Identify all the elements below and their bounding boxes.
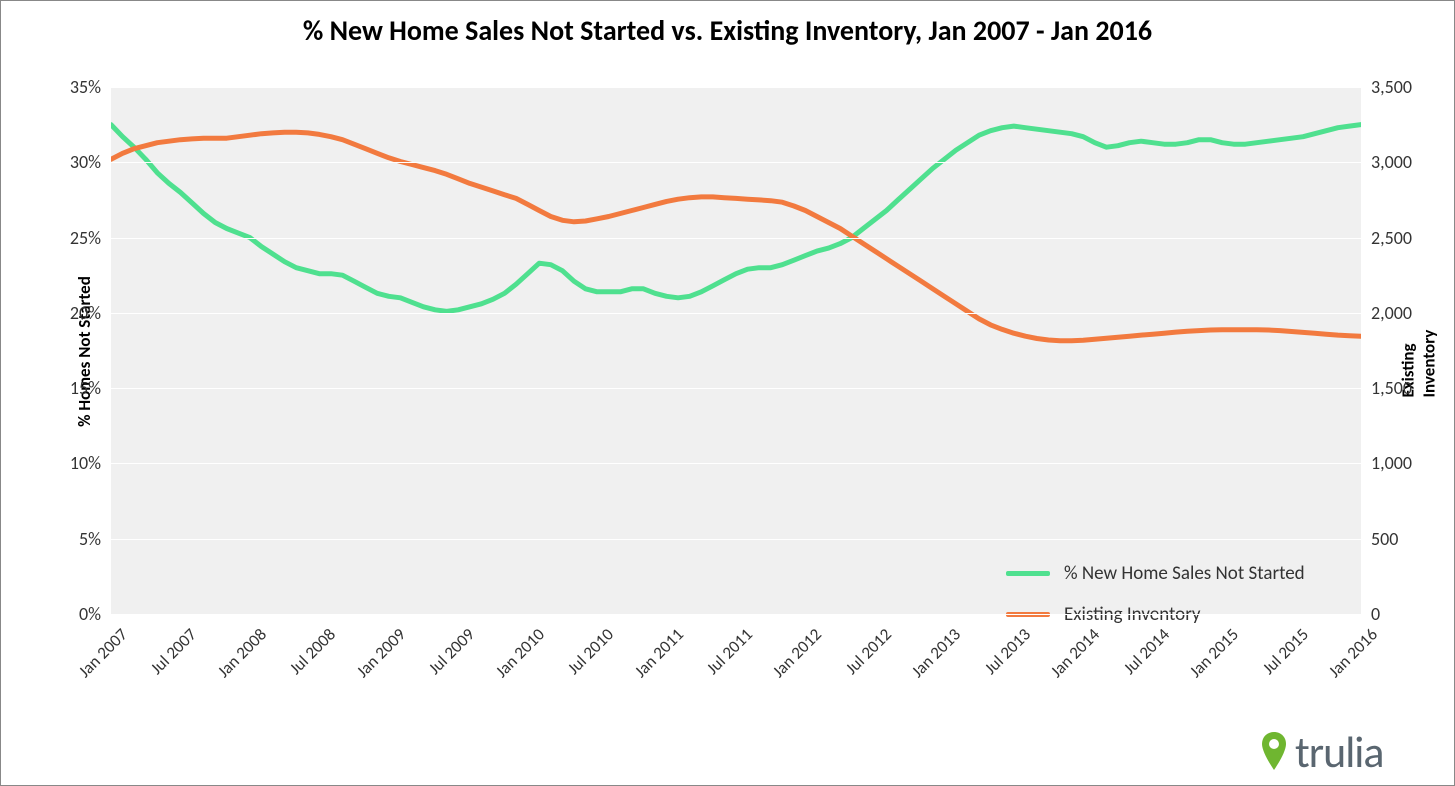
y-left-tick: 25% bbox=[51, 227, 101, 249]
y-right-tick: 0 bbox=[1371, 603, 1380, 625]
y-right-tick: 1,500 bbox=[1371, 377, 1412, 399]
y-right-tick: 500 bbox=[1371, 528, 1398, 550]
y-left-tick: 15% bbox=[51, 377, 101, 399]
x-tick: Jul 2012 bbox=[831, 624, 895, 688]
chart-title: % New Home Sales Not Started vs. Existin… bbox=[1, 13, 1454, 48]
x-tick: Jul 2009 bbox=[415, 624, 479, 688]
x-tick: Jan 2007 bbox=[68, 624, 132, 688]
x-tick: Jul 2011 bbox=[693, 624, 757, 688]
legend-swatch bbox=[1006, 571, 1050, 576]
y-left-tick: 5% bbox=[51, 528, 101, 550]
logo-text: trulia bbox=[1295, 725, 1383, 779]
y-left-tick: 30% bbox=[51, 151, 101, 173]
x-tick: Jan 2016 bbox=[1318, 624, 1382, 688]
y-left-tick: 20% bbox=[51, 302, 101, 324]
x-tick: Jan 2008 bbox=[206, 624, 270, 688]
y-left-tick: 35% bbox=[51, 76, 101, 98]
trulia-logo: trulia bbox=[1259, 725, 1383, 779]
y-axis-left-label: % Homes Not Started bbox=[74, 276, 95, 427]
series-line bbox=[111, 132, 1361, 341]
y-right-tick: 2,500 bbox=[1371, 227, 1412, 249]
x-tick: Jan 2009 bbox=[345, 624, 409, 688]
x-tick: Jan 2010 bbox=[484, 624, 548, 688]
y-right-tick: 3,500 bbox=[1371, 76, 1412, 98]
legend-item: % New Home Sales Not Started bbox=[1006, 562, 1305, 585]
series-line bbox=[111, 125, 1361, 312]
x-tick: Jul 2013 bbox=[970, 624, 1034, 688]
x-tick: Jan 2013 bbox=[901, 624, 965, 688]
legend-label: % New Home Sales Not Started bbox=[1064, 562, 1305, 585]
plot-area: % New Home Sales Not StartedExisting Inv… bbox=[111, 87, 1361, 614]
x-tick: Jul 2008 bbox=[276, 624, 340, 688]
x-tick: Jul 2007 bbox=[137, 624, 201, 688]
chart-lines bbox=[111, 87, 1361, 614]
y-right-tick: 1,000 bbox=[1371, 452, 1412, 474]
x-tick: Jul 2010 bbox=[554, 624, 618, 688]
x-tick: Jan 2012 bbox=[762, 624, 826, 688]
y-left-tick: 10% bbox=[51, 452, 101, 474]
y-left-tick: 0% bbox=[51, 603, 101, 625]
map-pin-icon bbox=[1259, 730, 1289, 774]
y-right-tick: 3,000 bbox=[1371, 151, 1412, 173]
chart-frame: % New Home Sales Not Started vs. Existin… bbox=[0, 0, 1455, 786]
x-tick: Jan 2011 bbox=[623, 624, 687, 688]
y-right-tick: 2,000 bbox=[1371, 302, 1412, 324]
